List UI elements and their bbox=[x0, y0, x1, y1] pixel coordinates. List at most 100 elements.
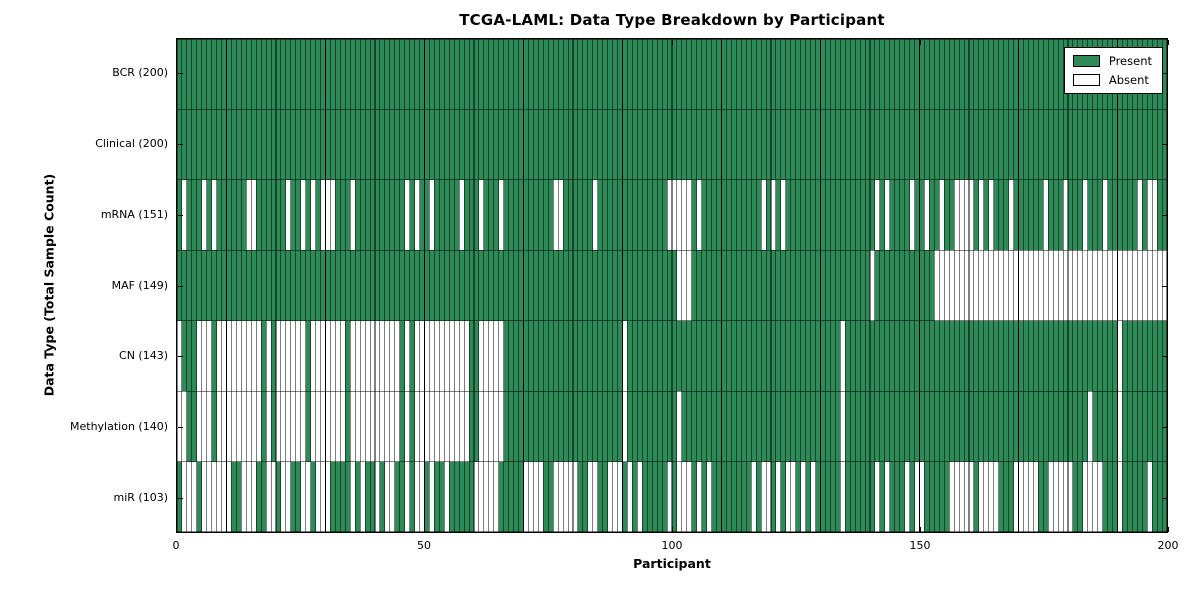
heatmap-cell bbox=[444, 179, 450, 251]
heatmap-cell bbox=[1028, 320, 1034, 392]
heatmap-cell bbox=[1107, 249, 1113, 322]
heatmap-cell bbox=[859, 461, 866, 532]
heatmap-cell bbox=[364, 249, 371, 322]
heatmap-cell bbox=[493, 249, 500, 322]
heatmap-cell bbox=[983, 390, 990, 462]
x-axis-label: Participant bbox=[633, 556, 711, 571]
y-tick-label: CN (143) bbox=[119, 349, 168, 363]
heatmap-cell bbox=[567, 39, 574, 110]
heatmap-cell bbox=[389, 109, 396, 181]
heatmap-cell bbox=[1087, 320, 1094, 392]
heatmap-cell bbox=[582, 249, 589, 322]
heatmap-cell bbox=[1042, 109, 1049, 181]
heatmap-cell bbox=[369, 249, 376, 322]
heatmap-cell bbox=[567, 461, 574, 532]
heatmap-cell bbox=[345, 390, 351, 462]
heatmap-cell bbox=[929, 461, 935, 532]
heatmap-cell bbox=[731, 109, 737, 181]
heatmap-cell bbox=[196, 461, 203, 532]
heatmap-cell bbox=[1018, 390, 1024, 462]
heatmap-cell bbox=[285, 320, 292, 392]
heatmap-cell bbox=[592, 461, 599, 532]
heatmap-cell bbox=[221, 109, 227, 181]
heatmap-cell bbox=[656, 109, 663, 181]
heatmap-cell bbox=[1057, 249, 1064, 322]
heatmap-cell bbox=[374, 249, 381, 322]
heatmap-cell bbox=[181, 39, 188, 110]
heatmap-cell bbox=[637, 390, 643, 462]
heatmap-cell bbox=[473, 249, 480, 322]
heatmap-cell bbox=[1013, 179, 1019, 251]
heatmap-cell bbox=[953, 109, 960, 181]
heatmap-cell bbox=[864, 461, 871, 532]
heatmap-cell bbox=[696, 249, 702, 322]
heatmap-cell bbox=[216, 249, 222, 322]
heatmap-cell bbox=[448, 461, 455, 532]
heatmap-cell bbox=[389, 179, 396, 251]
heatmap-cell bbox=[310, 461, 316, 532]
heatmap-cell bbox=[934, 320, 940, 392]
heatmap-cell bbox=[676, 390, 683, 462]
heatmap-cell bbox=[1033, 390, 1039, 462]
heatmap-cell bbox=[528, 179, 534, 251]
heatmap-cell bbox=[518, 109, 524, 181]
heatmap-cell bbox=[874, 179, 881, 251]
heatmap-cell bbox=[1042, 461, 1049, 532]
heatmap-cell bbox=[795, 461, 801, 532]
heatmap-cell bbox=[1057, 39, 1064, 110]
heatmap-cell bbox=[879, 179, 886, 251]
heatmap-cell bbox=[666, 390, 673, 462]
heatmap-cell bbox=[424, 179, 430, 251]
heatmap-cell bbox=[340, 390, 346, 462]
heatmap-cell bbox=[646, 39, 653, 110]
heatmap-cell bbox=[1057, 461, 1064, 532]
heatmap-cell bbox=[993, 109, 999, 181]
heatmap-cell bbox=[186, 249, 193, 322]
heatmap-cell bbox=[345, 320, 351, 392]
heatmap-cell bbox=[681, 179, 688, 251]
heatmap-cell bbox=[830, 109, 836, 181]
y-tick bbox=[1161, 497, 1167, 499]
heatmap-cell bbox=[399, 390, 405, 462]
heatmap-cell bbox=[671, 179, 678, 251]
heatmap-cell bbox=[483, 39, 490, 110]
heatmap-cell bbox=[844, 179, 851, 251]
heatmap-cell bbox=[899, 249, 905, 322]
heatmap-cell bbox=[894, 109, 900, 181]
heatmap-cell bbox=[587, 249, 594, 322]
heatmap-cell bbox=[1023, 249, 1029, 322]
heatmap-cell bbox=[543, 39, 549, 110]
heatmap-cell bbox=[1003, 179, 1009, 251]
heatmap-cell bbox=[246, 109, 252, 181]
heatmap-cell bbox=[557, 39, 564, 110]
heatmap-cell bbox=[914, 461, 920, 532]
heatmap-cell bbox=[409, 249, 415, 322]
heatmap-cell bbox=[795, 179, 801, 251]
heatmap-cell bbox=[760, 320, 767, 392]
heatmap-cell bbox=[354, 179, 361, 251]
heatmap-cell bbox=[800, 390, 806, 462]
heatmap-cell bbox=[290, 390, 297, 462]
heatmap-cell bbox=[988, 39, 995, 110]
heatmap-cell bbox=[255, 249, 262, 322]
heatmap-cell bbox=[755, 390, 762, 462]
heatmap-cell bbox=[765, 39, 772, 110]
heatmap-cell bbox=[577, 109, 584, 181]
heatmap-cell bbox=[364, 109, 371, 181]
heatmap-cell bbox=[736, 461, 742, 532]
heatmap-cell bbox=[275, 109, 282, 181]
heatmap-cell bbox=[651, 39, 658, 110]
heatmap-cell bbox=[226, 249, 232, 322]
heatmap-cell bbox=[458, 390, 465, 462]
heatmap-cell bbox=[463, 39, 470, 110]
heatmap-cell bbox=[538, 390, 544, 462]
heatmap-cell bbox=[597, 249, 603, 322]
heatmap-cell bbox=[1132, 390, 1138, 462]
heatmap-cell bbox=[686, 390, 693, 462]
heatmap-cell bbox=[211, 249, 217, 322]
heatmap-cell bbox=[1137, 249, 1143, 322]
heatmap-cell bbox=[409, 39, 415, 110]
heatmap-cell bbox=[453, 320, 460, 392]
heatmap-cell bbox=[914, 109, 920, 181]
heatmap-cell bbox=[1008, 39, 1014, 110]
